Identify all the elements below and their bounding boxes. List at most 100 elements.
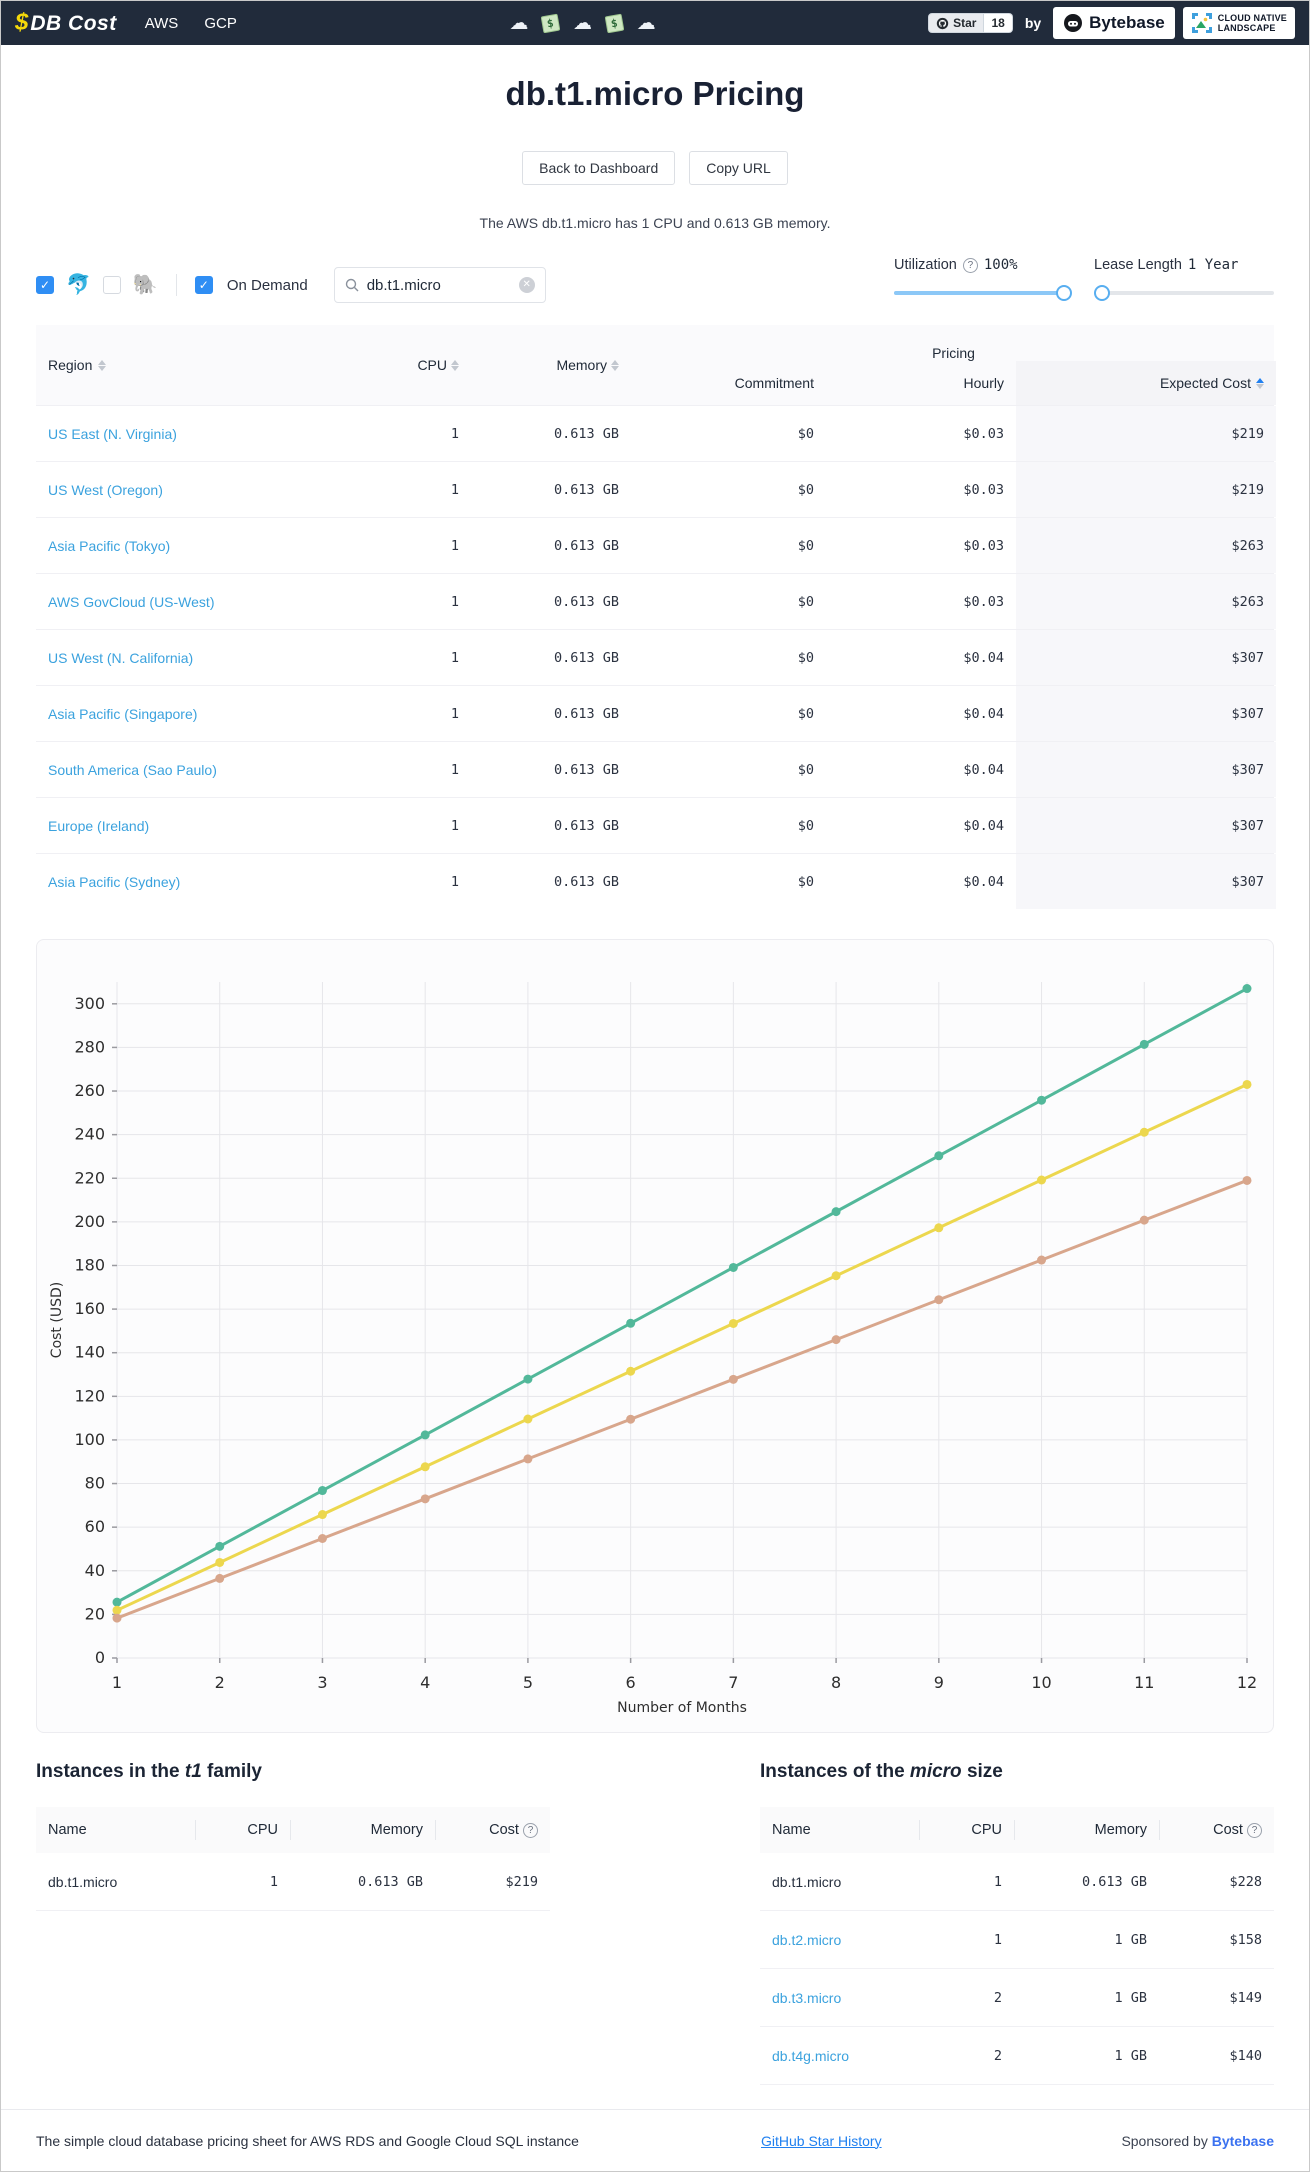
memory-cell: 0.613 GB: [357, 1873, 423, 1890]
hourly-cell: $0.03: [963, 481, 1004, 498]
lease-slider-block: Lease Length 1 Year: [1094, 257, 1274, 301]
region-link[interactable]: South America (Sao Paulo): [48, 761, 217, 778]
mysql-icon: 🐬: [66, 274, 91, 296]
column-header-expected-cost[interactable]: Expected Cost: [1016, 361, 1276, 405]
sponsored-by: Sponsored by Bytebase: [1121, 2132, 1274, 2149]
nav-links: AWS GCP: [145, 15, 237, 32]
column-header-commitment: Commitment: [734, 375, 814, 391]
region-link[interactable]: Europe (Ireland): [48, 817, 150, 834]
page-title: db.t1.micro Pricing: [505, 75, 805, 112]
table-row: Europe (Ireland) 1 0.613 GB $0 $0.04 $30…: [36, 797, 1276, 853]
on-demand-checkbox[interactable]: [194, 276, 213, 294]
svg-text:260: 260: [74, 1081, 105, 1100]
search-input[interactable]: db.t1.micro ✕: [333, 267, 546, 303]
list-item: db.t3.micro 2 1 GB $149: [760, 1969, 1274, 2027]
region-link[interactable]: AWS GovCloud (US-West): [48, 593, 215, 610]
cost-help-icon[interactable]: ?: [1247, 1822, 1262, 1838]
region-link[interactable]: Asia Pacific (Tokyo): [48, 537, 171, 554]
utilization-slider[interactable]: [894, 285, 1072, 301]
lease-length-slider[interactable]: [1094, 285, 1274, 301]
nav-deco-icons: ☁ $ ☁ $ ☁: [237, 12, 928, 34]
sort-icon-active: [1256, 377, 1264, 389]
svg-text:60: 60: [85, 1517, 105, 1536]
mysql-checkbox[interactable]: [36, 276, 54, 294]
memory-cell: 0.613 GB: [553, 649, 619, 666]
hourly-cell: $0.03: [963, 537, 1004, 554]
utilization-slider-block: Utilization ? 100%: [894, 257, 1072, 301]
column-header-memory[interactable]: Memory: [471, 325, 631, 405]
svg-text:9: 9: [934, 1673, 944, 1692]
cloud-native-landscape-badge[interactable]: CLOUD NATIVE LANDSCAPE: [1182, 7, 1295, 39]
instance-name-link[interactable]: db.t4g.micro: [772, 2047, 850, 2064]
instance-name-link[interactable]: db.t3.micro: [772, 1989, 842, 2006]
nav-link-aws[interactable]: AWS: [144, 14, 179, 32]
column-header-cost: Cost ?: [1159, 1807, 1274, 1853]
cpu-cell: 1: [269, 1873, 278, 1890]
bytebase-link[interactable]: Bytebase: [1211, 2132, 1274, 2149]
cost-line-chart: 0 20 40 60 80 100 120 140 160 180 200 220 240 260 280 3…: [37, 950, 1273, 1728]
hourly-cell: $0.04: [963, 761, 1004, 778]
table-row: Asia Pacific (Singapore) 1 0.613 GB $0 $…: [36, 685, 1276, 741]
memory-cell: 0.613 GB: [553, 873, 619, 890]
money-with-wings-icon: $: [604, 13, 624, 33]
clear-search-icon[interactable]: ✕: [518, 277, 535, 293]
landscape-label: CLOUD NATIVE LANDSCAPE: [1217, 12, 1287, 33]
hourly-cell: $0.04: [963, 705, 1004, 722]
back-to-dashboard-button[interactable]: Back to Dashboard: [522, 151, 676, 185]
bytebase-icon: [1064, 14, 1083, 32]
column-header-name: Name: [48, 1822, 87, 1838]
svg-text:0: 0: [95, 1648, 105, 1667]
landscape-icon: [1191, 13, 1212, 33]
commitment-cell: $0: [797, 649, 814, 666]
utilization-slider-thumb[interactable]: [1056, 285, 1072, 301]
instance-name: db.t1.micro: [48, 1873, 118, 1890]
region-link[interactable]: US West (Oregon): [48, 481, 163, 498]
svg-text:100: 100: [74, 1430, 105, 1449]
region-link[interactable]: US East (N. Virginia): [48, 425, 177, 442]
memory-cell: 0.613 GB: [553, 425, 619, 442]
list-item: db.t1.micro 1 0.613 GB $219: [36, 1853, 550, 1911]
svg-text:6: 6: [626, 1673, 636, 1692]
postgres-checkbox[interactable]: [102, 276, 121, 294]
svg-text:120: 120: [74, 1386, 105, 1405]
memory-cell: 0.613 GB: [553, 537, 619, 554]
expected-cost-cell: $307: [1016, 742, 1276, 797]
cpu-cell: 2: [993, 2047, 1002, 2064]
cpu-cell: 1: [450, 873, 459, 890]
cpu-cell: 1: [993, 1931, 1002, 1948]
github-star-badge[interactable]: Star 18: [928, 13, 1013, 33]
utilization-help-icon[interactable]: ?: [962, 257, 978, 273]
memory-cell: 0.613 GB: [1081, 1873, 1147, 1890]
instance-name-link[interactable]: db.t2.micro: [772, 1931, 842, 1948]
region-link[interactable]: Asia Pacific (Singapore): [48, 705, 198, 722]
lease-length-slider-thumb[interactable]: [1094, 285, 1110, 301]
column-group-pricing: Pricing: [932, 345, 975, 361]
svg-text:180: 180: [74, 1255, 105, 1274]
money-with-wings-icon: $: [540, 13, 561, 33]
by-label: by: [1024, 15, 1042, 31]
cost-help-icon[interactable]: ?: [523, 1822, 538, 1838]
nav-link-gcp[interactable]: GCP: [204, 14, 237, 32]
region-link[interactable]: Asia Pacific (Sydney): [48, 873, 181, 890]
lease-length-value: 1 Year: [1187, 257, 1239, 273]
column-header-memory: Memory: [1014, 1807, 1159, 1853]
svg-text:160: 160: [74, 1299, 105, 1318]
column-header-cost: Cost ?: [435, 1807, 550, 1853]
column-header-region[interactable]: Region: [36, 325, 346, 405]
commitment-cell: $0: [797, 425, 814, 442]
bytebase-badge[interactable]: Bytebase: [1053, 7, 1175, 39]
commitment-cell: $0: [797, 817, 814, 834]
column-header-name: Name: [772, 1822, 811, 1838]
memory-cell: 1 GB: [1114, 1989, 1147, 2006]
github-star-history-link[interactable]: GitHub Star History: [761, 2132, 882, 2149]
region-link[interactable]: US West (N. California): [48, 649, 194, 666]
cost-cell: $228: [1229, 1873, 1262, 1890]
dbcost-logo[interactable]: $ DB Cost: [15, 9, 117, 37]
cpu-cell: 1: [450, 705, 459, 722]
svg-text:4: 4: [420, 1673, 430, 1692]
cloud-icon: ☁: [636, 12, 656, 34]
column-header-cpu[interactable]: CPU: [346, 325, 471, 405]
copy-url-button[interactable]: Copy URL: [689, 151, 788, 185]
memory-cell: 1 GB: [1114, 1931, 1147, 1948]
hourly-cell: $0.03: [963, 593, 1004, 610]
